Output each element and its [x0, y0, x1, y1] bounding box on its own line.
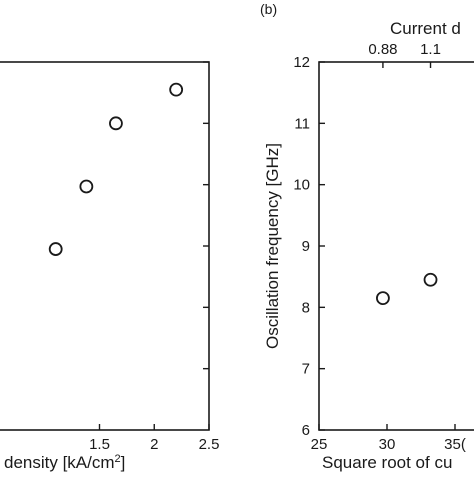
- panel-a-ticks: 1.5 2 2.5: [89, 61, 220, 453]
- panel-b-y-axis-label: Oscillation frequency [GHz]: [263, 143, 282, 349]
- panel-a-data-point: [169, 82, 184, 97]
- panel-b-top-x-tick-label: 1.1: [420, 41, 441, 58]
- panel-b-x-tick-label: 25: [311, 436, 328, 453]
- panel-b-data-point: [376, 291, 390, 306]
- panel-a-x-tick-label: 1.5: [89, 436, 110, 453]
- panel-a-data-point: [109, 116, 123, 131]
- panel-b-y-tick-label: 12: [293, 54, 310, 71]
- panel-a-x-axis-label: density [kA/cm2]: [4, 453, 125, 472]
- panel-a-x-tick-label: 2.5: [199, 436, 220, 453]
- panel-b-y-tick-label: 10: [293, 177, 310, 194]
- panel-a-data-point: [79, 179, 94, 194]
- panel-b-points: [376, 272, 438, 306]
- panel-b-y-tick-label: 8: [302, 299, 310, 316]
- panel-b-top-x-tick-label: 0.88: [368, 41, 397, 58]
- panel-a: 1.5 2 2.5 density [kA/cm2]: [0, 61, 220, 472]
- panel-b-ticks: 6 7 8 9 10 11 12 25 30 35( 0.88 1.1: [293, 41, 466, 453]
- panel-a-data-point: [48, 242, 63, 256]
- panel-b-x-axis-label: Square root of cu: [322, 453, 452, 472]
- panel-b-x-tick-label: 30: [379, 436, 396, 453]
- panel-b-plot-frame: [318, 61, 474, 431]
- panel-b-label: (b): [260, 1, 277, 17]
- panel-b-y-tick-label: 11: [294, 115, 310, 132]
- panel-b: (b) Current d Oscillation frequency [GHz…: [260, 1, 474, 472]
- panel-a-plot-frame: [0, 61, 210, 431]
- panel-b-data-point: [423, 272, 438, 287]
- panel-b-y-tick-label: 9: [302, 238, 310, 255]
- panel-a-points: [48, 82, 184, 256]
- panel-b-top-x-axis-label: Current d: [390, 19, 461, 38]
- panel-b-y-tick-label: 7: [302, 361, 310, 378]
- panel-b-x-tick-label: 35(: [444, 436, 466, 453]
- panel-b-y-tick-label: 6: [302, 422, 310, 439]
- panel-a-x-tick-label: 2: [150, 436, 158, 453]
